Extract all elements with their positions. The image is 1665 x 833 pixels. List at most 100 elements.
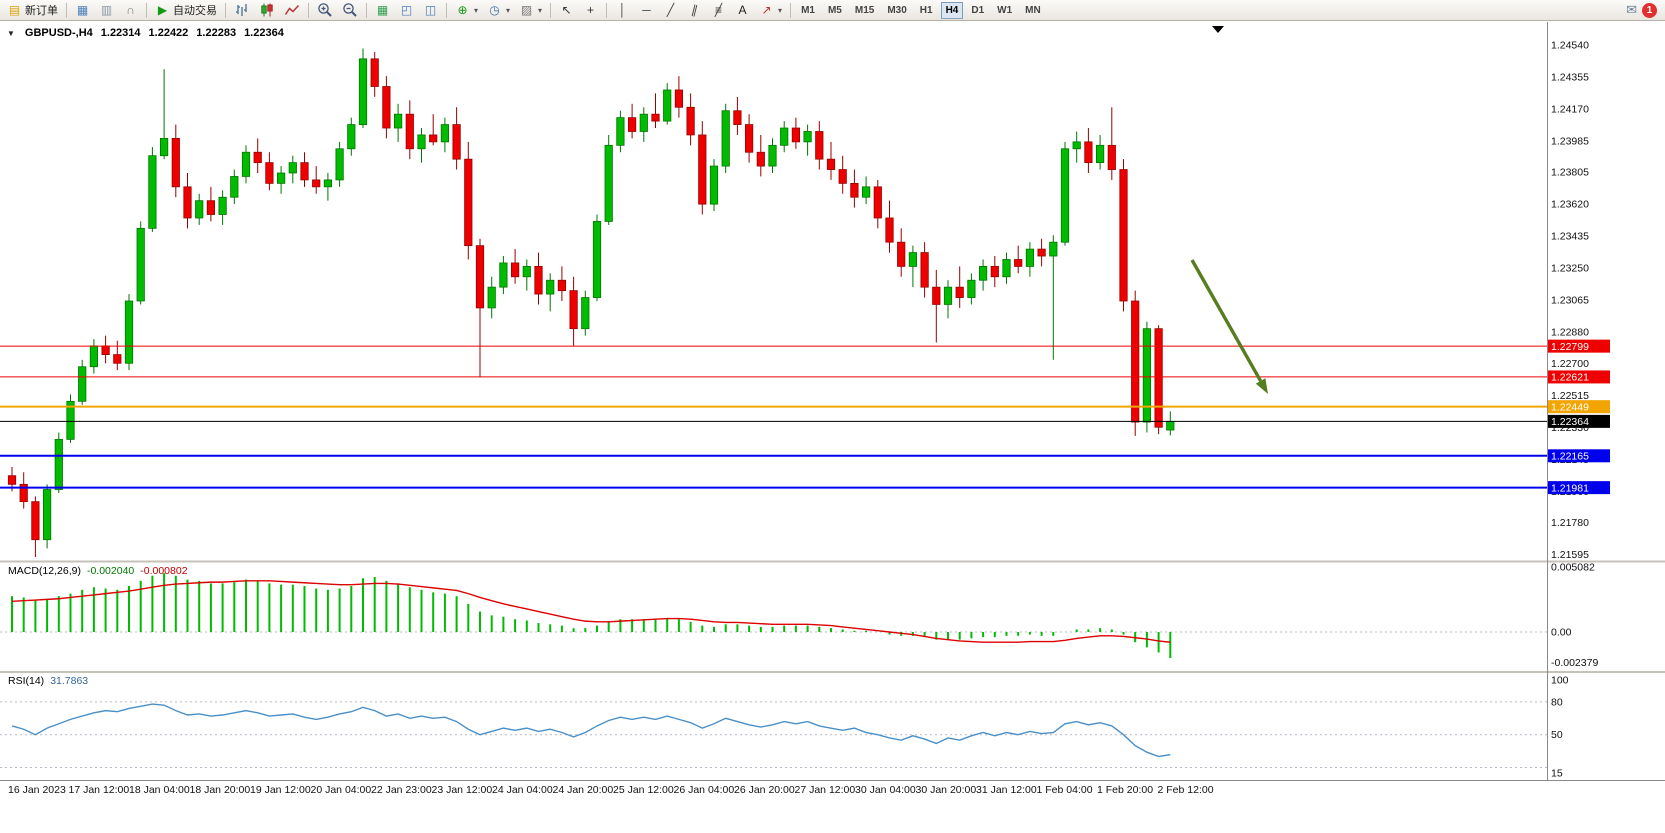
svg-text:20 Jan 04:00: 20 Jan 04:00 (311, 784, 372, 796)
toolbar-separator (790, 2, 792, 18)
timeframe-m30-button[interactable]: M30 (882, 2, 911, 19)
mailbox-icon[interactable]: ✉ (1626, 2, 1637, 17)
trendline-button[interactable]: ╱ (659, 1, 682, 20)
svg-text:100: 100 (1551, 675, 1569, 687)
text-icon: A (738, 2, 747, 17)
candlestick-chart-button[interactable] (255, 1, 279, 20)
ohlc-open: 1.22314 (100, 27, 141, 39)
timeframe-mn-button[interactable]: MN (1020, 2, 1046, 19)
cursor-button[interactable]: ↖ (555, 1, 578, 20)
headphones-alerts-icon: ∩ (126, 2, 135, 17)
group-arrange: ▦ ◰ ◫ (371, 1, 442, 20)
svg-text:2 Feb 12:00: 2 Feb 12:00 (1158, 784, 1214, 796)
svg-text:1.22165: 1.22165 (1551, 451, 1589, 463)
charts-window-icon: ▦ (76, 2, 89, 17)
one-click-trading-toggle[interactable]: ▼ (7, 28, 15, 38)
toolbar-separator (550, 2, 552, 18)
line-chart-button[interactable] (280, 1, 304, 20)
svg-text:25 Jan 12:00: 25 Jan 12:00 (613, 784, 674, 796)
autotrading-button[interactable]: ▶ 自动交易 (151, 1, 221, 20)
price-chart[interactable]: 0.0050820.00-0.0023791008050151.245401.2… (0, 22, 1665, 833)
svg-text:1.23435: 1.23435 (1551, 231, 1589, 243)
equidistant-channel-button[interactable]: ∥ (683, 1, 706, 20)
indicators-dropdown-caret[interactable]: ▾ (474, 5, 479, 15)
timeframe-m5-button[interactable]: M5 (823, 2, 847, 19)
svg-text:18 Jan 20:00: 18 Jan 20:00 (190, 784, 251, 796)
timeframe-d1-button[interactable]: D1 (966, 2, 989, 19)
horizontal-line-button[interactable]: ─ (635, 1, 658, 20)
autotrading-icon: ▶ (157, 2, 168, 17)
headphones-alerts-button[interactable]: ∩ (119, 1, 142, 20)
timeframe-m15-button[interactable]: M15 (850, 2, 879, 19)
svg-text:24 Jan 04:00: 24 Jan 04:00 (492, 784, 553, 796)
zoom-out-button[interactable] (338, 1, 362, 20)
zoom-out-icon (343, 3, 357, 17)
fibonacci-icon-overlay: ╱ (714, 2, 723, 17)
data-window-button[interactable]: ▥ (95, 1, 118, 20)
svg-text:1.22449: 1.22449 (1551, 401, 1589, 413)
price-scale[interactable]: 1.24540 1.24355 1.24170 1.23985 1.23805 1.236… (1548, 40, 1610, 561)
indicators-button[interactable]: ⊕ ▾ (451, 1, 482, 20)
tile-windows-button[interactable]: ◫ (419, 1, 442, 20)
auto-scroll-marker[interactable] (1212, 26, 1224, 33)
toolbar-right: ✉ 1 (1626, 2, 1662, 18)
price-badge-1.21981: 1.21981 (1548, 481, 1610, 494)
data-window-icon: ▥ (100, 2, 113, 17)
periods-dropdown-caret[interactable]: ▾ (506, 5, 511, 15)
arrows-button[interactable]: ↗ ▾ (755, 1, 786, 20)
ohlc-close: 1.22364 (244, 27, 284, 39)
ohlc-low: 1.22283 (196, 27, 237, 39)
svg-text:80: 80 (1551, 696, 1563, 708)
svg-text:1 Feb 20:00: 1 Feb 20:00 (1097, 784, 1153, 796)
new-order-button-label: 新订单 (25, 5, 58, 17)
text-button[interactable]: A (731, 1, 754, 20)
periods-button[interactable]: ◷ ▾ (483, 1, 514, 20)
panel-splitter[interactable] (0, 560, 1665, 563)
grid-icon: ▦ (376, 2, 389, 17)
timeframe-h1-button[interactable]: H1 (915, 2, 938, 19)
timeframe-w1-button[interactable]: W1 (992, 2, 1017, 19)
svg-text:26 Jan 20:00: 26 Jan 20:00 (734, 784, 795, 796)
templates-dropdown-caret[interactable]: ▾ (538, 5, 543, 15)
new-order-icon: ▤ (8, 2, 21, 17)
notification-count-badge[interactable]: 1 (1642, 2, 1657, 18)
group-cursor: ↖ + (555, 1, 602, 20)
crosshair-button[interactable]: + (579, 1, 602, 20)
group-zoom (313, 1, 362, 20)
crosshair-icon: + (587, 2, 595, 17)
arrow-annotation[interactable] (1190, 259, 1268, 394)
timeframe-m1-button[interactable]: M1 (796, 2, 820, 19)
svg-text:1.23250: 1.23250 (1551, 263, 1589, 275)
svg-text:17 Jan 12:00: 17 Jan 12:00 (69, 784, 130, 796)
indicators-icon: ⊕ (457, 2, 468, 17)
time-scale[interactable]: 16 Jan 2023 17 Jan 12:00 18 Jan 04:00 18 Ja… (8, 784, 1214, 796)
svg-text:1.21595: 1.21595 (1551, 549, 1589, 561)
line-chart-icon (284, 4, 300, 15)
svg-text:18 Jan 04:00: 18 Jan 04:00 (129, 784, 190, 796)
fibonacci-button[interactable]: ≡ ╱ (707, 1, 730, 20)
equidistant-channel-icon: ∥ (690, 1, 700, 18)
chart-window: 0.005082 0.00 -0.002379 100 80 50 15 1.24540 1.2… (0, 22, 1665, 833)
toolbar-separator (146, 2, 147, 18)
timeframe-h4-button[interactable]: H4 (940, 1, 964, 19)
cascade-windows-button[interactable]: ◰ (395, 1, 418, 20)
fibonacci-icon: ≡ ╱ (711, 3, 726, 18)
panel-splitter[interactable] (0, 671, 1665, 673)
zoom-in-button[interactable] (313, 1, 337, 20)
price-badge-1.22449: 1.22449 (1548, 400, 1610, 413)
trendline-icon: ╱ (666, 2, 675, 17)
chart-symbol-period: GBPUSD-,H4 (24, 27, 93, 39)
templates-button[interactable]: ▨ ▾ (515, 1, 546, 20)
vertical-line-icon: │ (618, 2, 627, 17)
vertical-line-button[interactable]: │ (611, 1, 634, 20)
toolbar-separator (366, 2, 367, 18)
new-order-button[interactable]: ▤ 新订单 (3, 1, 62, 20)
arrows-dropdown-caret[interactable]: ▾ (778, 5, 783, 15)
bar-chart-button[interactable] (230, 1, 254, 20)
grid-button[interactable]: ▦ (371, 1, 394, 20)
rsi-indicator-label: RSI(14) 31.7863 (8, 675, 88, 687)
main-toolbar: ▤ 新订单 ▦ ▥ ∩ ▶ 自动交易 ▦ ◰ ◫ ⊕ ▾ ◷ ▾ ▨ ▾ ↖ + │ ─ ╱ ∥ ≡ ╱ A ↗ ▾ M1 M5 M15 M… (0, 0, 1665, 21)
toolbar-separator (308, 2, 309, 18)
charts-window-button[interactable]: ▦ (71, 1, 94, 20)
svg-text:1.23620: 1.23620 (1551, 199, 1589, 211)
